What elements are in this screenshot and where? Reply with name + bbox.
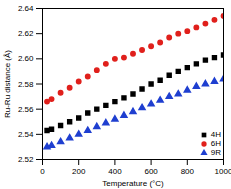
svg-text:1000: 1000 xyxy=(215,167,231,176)
svg-text:400: 400 xyxy=(108,167,122,176)
html-text:6H: 6H xyxy=(210,139,221,148)
svg-text:200: 200 xyxy=(72,167,86,176)
svg-text:Temperature (°C): Temperature (°C) xyxy=(102,179,164,188)
svg-text:2.54: 2.54 xyxy=(18,130,34,139)
svg-text:2.52: 2.52 xyxy=(18,155,34,164)
svg-text:Ru-Ru distance (Å): Ru-Ru distance (Å) xyxy=(3,50,12,118)
svg-text:0: 0 xyxy=(40,167,45,176)
svg-text:2.64: 2.64 xyxy=(18,4,34,13)
svg-text:600: 600 xyxy=(144,167,158,176)
html-text:9R: 9R xyxy=(210,148,221,157)
svg-text:2.58: 2.58 xyxy=(18,80,34,89)
html-text:4H: 4H xyxy=(210,130,221,139)
svg-text:2.56: 2.56 xyxy=(18,105,34,114)
svg-text:2.60: 2.60 xyxy=(18,54,34,63)
svg-text:2.62: 2.62 xyxy=(18,29,34,38)
svg-text:800: 800 xyxy=(181,167,195,176)
